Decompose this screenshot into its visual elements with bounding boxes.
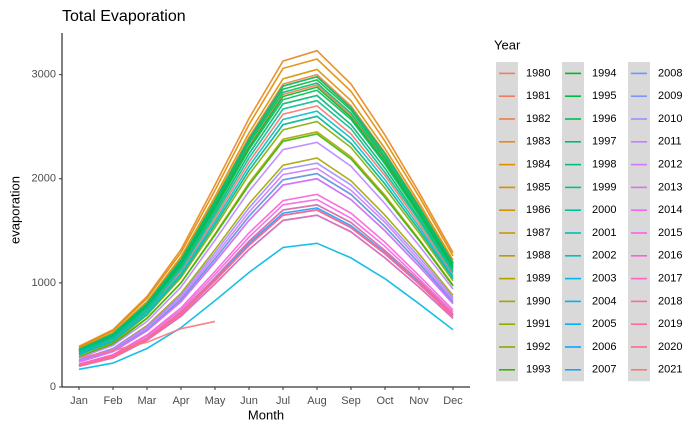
series-line: [78, 193, 454, 365]
legend-label: 1991: [526, 318, 550, 330]
series-line: [78, 105, 454, 355]
series-line: [78, 198, 454, 365]
legend-label: 2004: [592, 295, 616, 307]
legend-label: 1995: [592, 90, 616, 102]
chart-title: Total Evaporation: [62, 8, 186, 25]
legend-label: 2020: [658, 341, 682, 353]
series-line: [78, 49, 454, 348]
legend-label: 2009: [658, 90, 682, 102]
legend-label: 2003: [592, 273, 616, 285]
series-line: [78, 320, 216, 359]
y-tick-label: 2000: [32, 173, 56, 185]
legend-label: 2005: [592, 318, 616, 330]
y-axis-label: evaporation: [7, 176, 22, 244]
x-tick-label: Feb: [104, 395, 123, 407]
legend-label: 2011: [658, 136, 682, 148]
legend-label: 2010: [658, 113, 682, 125]
legend-label: 2012: [658, 159, 682, 171]
legend-label: 2008: [658, 67, 682, 79]
legend-label: 2019: [658, 318, 682, 330]
x-tick-label: Jan: [70, 395, 88, 407]
legend-label: 2007: [592, 364, 616, 376]
legend-label: 1988: [526, 250, 550, 262]
x-tick-label: Jul: [276, 395, 290, 407]
series-line: [78, 99, 454, 354]
series-line: [78, 58, 454, 349]
legend-label: 2017: [658, 273, 682, 285]
series-line: [78, 177, 454, 363]
x-tick-label: Sep: [341, 395, 361, 407]
series-line: [78, 203, 454, 366]
x-tick-label: May: [205, 395, 226, 407]
y-tick-label: 1000: [32, 277, 56, 289]
legend-label: 2014: [658, 204, 682, 216]
series-line: [78, 120, 454, 356]
x-tick-label: Oct: [376, 395, 393, 407]
legend-label: 1981: [526, 90, 550, 102]
x-tick-label: Aug: [307, 395, 327, 407]
legend-label: 2016: [658, 250, 682, 262]
series-line: [78, 162, 454, 361]
legend-label: 1986: [526, 204, 550, 216]
legend-label: 1994: [592, 67, 616, 79]
legend-key-background: [562, 62, 584, 382]
legend-label: 1999: [592, 181, 616, 193]
y-tick-label: 0: [50, 381, 56, 393]
series-line: [78, 167, 454, 362]
series-line: [78, 94, 454, 353]
legend-label: 2013: [658, 181, 682, 193]
legend-label: 1984: [526, 159, 550, 171]
x-tick-label: Dec: [443, 395, 463, 407]
legend-label: 2002: [592, 250, 616, 262]
legend-label: 1996: [592, 113, 616, 125]
legend-label: 1982: [526, 113, 550, 125]
x-axis-label: Month: [248, 407, 284, 422]
legend-label: 1983: [526, 136, 550, 148]
series-line: [78, 68, 454, 350]
x-tick-label: Nov: [409, 395, 429, 407]
series-line: [78, 75, 454, 351]
legend-label: 2006: [592, 341, 616, 353]
series-line: [78, 115, 454, 356]
legend-title: Year: [494, 37, 521, 52]
legend-label: 2001: [592, 227, 616, 239]
legend-label: 1992: [526, 341, 550, 353]
legend-key-background: [628, 62, 650, 382]
legend-label: 1998: [592, 159, 616, 171]
legend-label: 2000: [592, 204, 616, 216]
series-line: [78, 133, 454, 358]
legend-label: 2021: [658, 364, 682, 376]
legend-label: 1989: [526, 273, 550, 285]
series-line: [78, 141, 454, 359]
legend-label: 1993: [526, 364, 550, 376]
legend-key-background: [496, 62, 518, 382]
legend-label: 1990: [526, 295, 550, 307]
legend-label: 2015: [658, 227, 682, 239]
series-line: [78, 172, 454, 362]
x-tick-label: Apr: [172, 395, 189, 407]
legend-label: 1997: [592, 136, 616, 148]
legend-label: 2018: [658, 295, 682, 307]
legend-label: 1980: [526, 67, 550, 79]
legend-label: 1985: [526, 181, 550, 193]
legend-label: 1987: [526, 227, 550, 239]
series-line: [78, 242, 454, 371]
series-line: [78, 209, 454, 367]
y-tick-label: 3000: [32, 69, 56, 81]
x-tick-label: Mar: [138, 395, 157, 407]
x-tick-label: Jun: [240, 395, 258, 407]
series-line: [78, 110, 454, 355]
